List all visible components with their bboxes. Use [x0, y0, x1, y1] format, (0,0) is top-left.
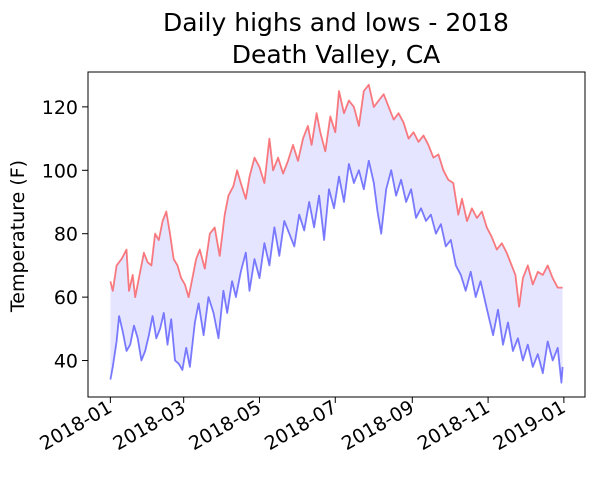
x-tick-label: 2019-01: [490, 396, 570, 455]
x-tick-label: 2018-01: [36, 396, 116, 455]
y-axis-label: Temperature (F): [7, 160, 29, 313]
x-tick-label: 2018-09: [338, 396, 418, 455]
y-tick-label: 100: [42, 160, 78, 182]
y-tick-label: 120: [42, 97, 78, 119]
x-tick-label: 2018-05: [185, 396, 265, 455]
plot-frame: [87, 71, 586, 398]
x-tick-label: 2018-03: [109, 396, 189, 455]
highs-line: [109, 83, 563, 308]
y-tick-label: 40: [54, 351, 78, 373]
plot-area: 40 60 80 100 120 2018-012018-032018-052018-07…: [36, 71, 586, 455]
chart-title: Daily highs and lows - 2018: [163, 8, 509, 37]
high-low-fill: [110, 84, 563, 383]
y-tick-label: 80: [54, 224, 78, 246]
x-tick-label: 2018-11: [414, 396, 494, 455]
x-tick-label: 2018-07: [261, 396, 341, 455]
y-tick-label: 60: [54, 287, 78, 309]
chart-subtitle: Death Valley, CA: [232, 40, 441, 69]
lows-line: [109, 159, 564, 384]
